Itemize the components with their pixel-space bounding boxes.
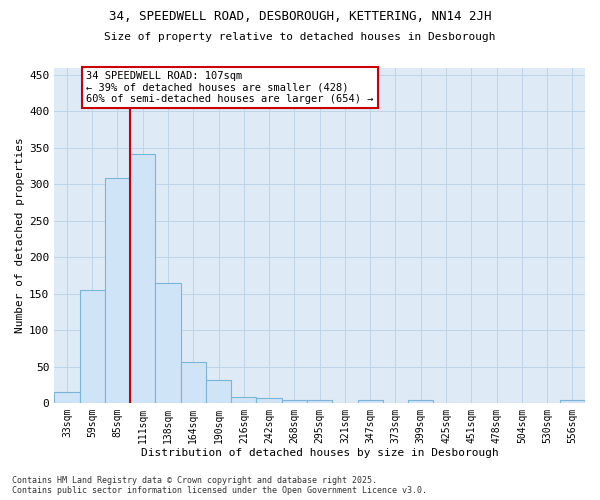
Bar [231, 396, 256, 403]
Bar [358, 400, 383, 403]
Bar [80, 290, 105, 403]
Text: Size of property relative to detached houses in Desborough: Size of property relative to detached ho… [104, 32, 496, 42]
Bar [130, 154, 155, 403]
Bar [408, 400, 433, 403]
Text: Contains HM Land Registry data © Crown copyright and database right 2025.
Contai: Contains HM Land Registry data © Crown c… [12, 476, 427, 495]
Y-axis label: Number of detached properties: Number of detached properties [15, 138, 25, 333]
Text: 34 SPEEDWELL ROAD: 107sqm
← 39% of detached houses are smaller (428)
60% of semi: 34 SPEEDWELL ROAD: 107sqm ← 39% of detac… [86, 71, 374, 104]
Bar [105, 178, 130, 403]
Text: 34, SPEEDWELL ROAD, DESBOROUGH, KETTERING, NN14 2JH: 34, SPEEDWELL ROAD, DESBOROUGH, KETTERIN… [109, 10, 491, 23]
Bar [256, 398, 282, 403]
Bar [282, 400, 307, 403]
Bar [307, 400, 332, 403]
Bar [206, 380, 231, 403]
Bar [155, 283, 181, 403]
X-axis label: Distribution of detached houses by size in Desborough: Distribution of detached houses by size … [141, 448, 499, 458]
Bar [54, 392, 80, 403]
Bar [181, 362, 206, 403]
Bar [560, 400, 585, 403]
